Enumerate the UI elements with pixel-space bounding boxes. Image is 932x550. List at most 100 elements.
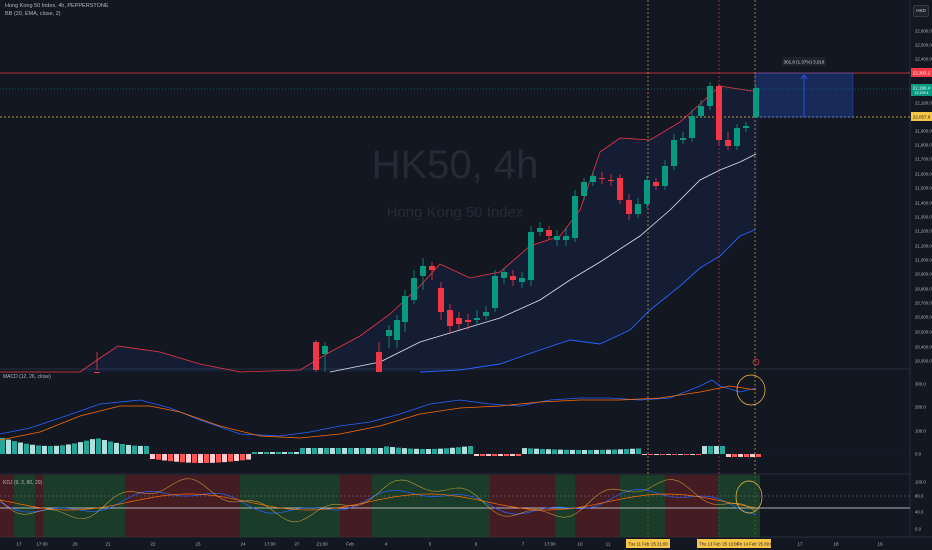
candle[interactable] <box>635 204 641 214</box>
macd-histogram-bar <box>210 454 215 463</box>
candle[interactable] <box>429 266 435 270</box>
candle[interactable] <box>546 230 552 236</box>
candle[interactable] <box>653 182 659 186</box>
time-axis[interactable]: 17 17:00 20 21 22 23 24 17:00 27 21:00 Feb 4 5 6 7 17:0… <box>16 542 883 547</box>
candle[interactable] <box>626 200 632 214</box>
price-tick-label: 20,500.0 <box>915 330 932 335</box>
candle[interactable] <box>680 138 686 140</box>
macd-histogram-bar <box>744 454 749 457</box>
macd-histogram-bar <box>78 442 83 454</box>
candle[interactable] <box>313 342 319 370</box>
candle[interactable] <box>510 276 516 280</box>
macd-histogram-bar <box>360 448 365 454</box>
kdj-zone <box>14 475 35 537</box>
candle[interactable] <box>590 176 596 182</box>
macd-histogram-bar <box>48 445 53 454</box>
macd-histogram-bar <box>246 454 251 460</box>
time-highlight-tag-1 <box>626 539 670 548</box>
candle[interactable] <box>438 288 444 312</box>
time-tick-label: 24 <box>240 542 246 547</box>
alert-marker-icon[interactable] <box>752 358 760 366</box>
macd-highlight-circle[interactable] <box>736 374 766 406</box>
macd-histogram-bar <box>426 448 431 454</box>
macd-histogram-bar <box>348 448 353 454</box>
candle[interactable] <box>707 86 713 106</box>
candle[interactable] <box>563 236 569 240</box>
candle[interactable] <box>599 178 605 179</box>
price-tick-label: 22,400.0 <box>915 57 932 62</box>
candle[interactable] <box>456 318 462 324</box>
candle[interactable] <box>474 318 480 320</box>
candle[interactable] <box>581 182 587 196</box>
macd-histogram-bar <box>0 438 5 454</box>
candle[interactable] <box>386 330 392 336</box>
candle[interactable] <box>734 128 740 146</box>
candle[interactable] <box>483 312 489 316</box>
time-highlight-label-1: Tue 11 Feb '25 21:00 <box>628 542 668 547</box>
price-tick-label: 21,700.0 <box>915 157 932 162</box>
macd-histogram-bar <box>612 449 617 454</box>
macd-histogram-bar <box>588 449 593 454</box>
candle[interactable] <box>528 232 534 280</box>
macd-title[interactable]: MACD (12, 26, close) <box>3 374 51 380</box>
macd-histogram-bar <box>138 445 143 454</box>
candle[interactable] <box>501 272 507 278</box>
macd-histogram-bar <box>618 449 623 454</box>
macd-axis-label: 200.0 <box>915 405 926 410</box>
candle[interactable] <box>322 346 328 354</box>
kdj-zone <box>372 475 490 537</box>
candle[interactable] <box>447 310 453 326</box>
price-tick-label: 21,900.0 <box>915 129 932 134</box>
kdj-title[interactable]: KDJ (9, 3, 80, 20) <box>3 480 43 486</box>
macd-histogram-bar <box>354 448 359 454</box>
macd-histogram-bar <box>204 454 209 463</box>
candle[interactable] <box>94 372 100 373</box>
candle[interactable] <box>465 320 471 322</box>
price-axis[interactable]: 22,600.022,500.022,400.022,300.022,200.0… <box>915 29 932 364</box>
candle[interactable] <box>698 106 704 116</box>
macd-histogram-bar <box>60 445 65 454</box>
currency-button[interactable]: HKD <box>913 5 929 17</box>
macd-histogram-bar <box>738 454 743 457</box>
candle[interactable] <box>519 278 525 282</box>
candle[interactable] <box>537 228 543 232</box>
candle[interactable] <box>608 180 614 181</box>
candle[interactable] <box>492 276 498 308</box>
macd-histogram-bar <box>66 444 71 454</box>
candle[interactable] <box>743 126 749 128</box>
candle[interactable] <box>617 178 623 200</box>
current-price-label: 22,199.4 <box>913 86 931 91</box>
candle[interactable] <box>662 166 668 186</box>
candle[interactable] <box>644 180 650 204</box>
price-tick-label: 21,800.0 <box>915 143 932 148</box>
candle[interactable] <box>725 140 731 146</box>
candles[interactable] <box>94 82 759 373</box>
candle[interactable] <box>554 236 560 240</box>
candle[interactable] <box>402 296 408 322</box>
candle[interactable] <box>689 116 695 138</box>
bb-indicator-label[interactable]: BB (20, EMA, close, 2) <box>5 11 61 17</box>
macd-histogram-bar <box>90 439 95 454</box>
macd-histogram-bar <box>384 446 389 454</box>
kdj-zone <box>575 475 620 537</box>
kdj-highlight-circle[interactable] <box>735 480 763 514</box>
candle[interactable] <box>420 266 426 276</box>
macd-histogram-bar <box>342 448 347 454</box>
kdj-zone <box>43 475 125 537</box>
candle[interactable] <box>394 320 400 340</box>
price-tick-label: 22,500.0 <box>915 43 932 48</box>
candle[interactable] <box>411 278 417 300</box>
macd-histogram-bar <box>156 454 161 460</box>
price-tick-label: 20,400.0 <box>915 345 932 350</box>
candle[interactable] <box>572 196 578 238</box>
candle[interactable] <box>671 140 677 166</box>
candle[interactable] <box>753 88 759 117</box>
candle[interactable] <box>716 86 722 140</box>
candle[interactable] <box>376 352 382 372</box>
time-tick-label: 5 <box>429 542 432 547</box>
macd-histogram-bar <box>396 447 401 454</box>
macd-histogram-bar <box>756 454 761 457</box>
macd-histogram-bar <box>576 449 581 454</box>
macd-histogram-bar <box>198 454 203 463</box>
